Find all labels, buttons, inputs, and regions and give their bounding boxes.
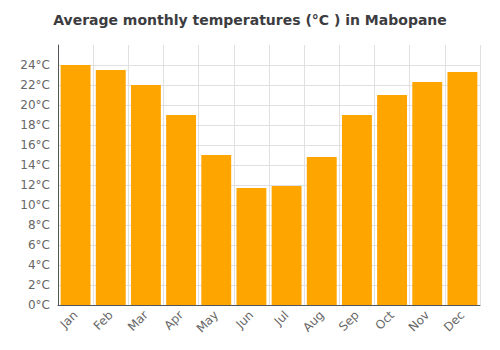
- svg-text:16°C: 16°C: [20, 138, 50, 152]
- svg-text:Nov: Nov: [406, 308, 432, 334]
- svg-text:Apr: Apr: [161, 308, 186, 333]
- svg-text:May: May: [194, 308, 221, 335]
- svg-text:18°C: 18°C: [20, 118, 50, 132]
- svg-text:Feb: Feb: [91, 308, 116, 333]
- svg-text:Dec: Dec: [441, 308, 467, 334]
- svg-text:20°C: 20°C: [20, 98, 50, 112]
- svg-text:6°C: 6°C: [28, 238, 50, 252]
- svg-text:24°C: 24°C: [20, 58, 50, 72]
- svg-text:22°C: 22°C: [20, 78, 50, 92]
- svg-text:14°C: 14°C: [20, 158, 50, 172]
- svg-text:4°C: 4°C: [28, 258, 50, 272]
- svg-text:12°C: 12°C: [20, 178, 50, 192]
- svg-text:Mar: Mar: [125, 308, 151, 334]
- svg-text:Jul: Jul: [271, 308, 292, 329]
- svg-text:Sep: Sep: [336, 308, 362, 334]
- svg-text:Average monthly temperatures (: Average monthly temperatures (°C ) in Ma…: [53, 12, 447, 28]
- svg-text:Aug: Aug: [300, 308, 326, 334]
- svg-text:8°C: 8°C: [28, 218, 50, 232]
- svg-text:10°C: 10°C: [20, 198, 50, 212]
- svg-text:0°C: 0°C: [28, 298, 50, 312]
- svg-text:Jun: Jun: [233, 308, 257, 332]
- svg-text:2°C: 2°C: [28, 278, 50, 292]
- svg-text:Jan: Jan: [57, 308, 81, 332]
- svg-text:Oct: Oct: [372, 308, 397, 333]
